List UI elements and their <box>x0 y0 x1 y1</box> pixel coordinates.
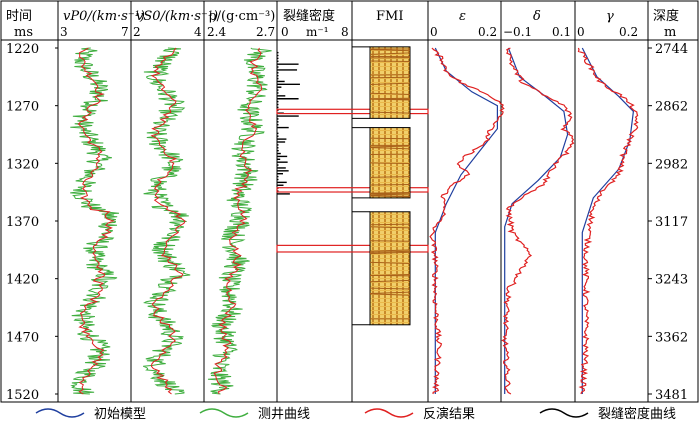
left-axis-title: 时间 <box>6 9 32 24</box>
fmi-fracture-trace <box>369 287 411 290</box>
figure-frame <box>0 0 699 403</box>
fmi-fracture-trace <box>369 52 411 55</box>
time-tick-label: 1270 <box>6 100 39 115</box>
legend-swatch-3 <box>539 408 589 418</box>
epsilon-initial-model-curve <box>434 47 498 394</box>
vp-min-label: 3 <box>60 25 68 39</box>
density-unit-label: m⁻¹ <box>306 25 329 39</box>
legend-swatch-0 <box>35 408 85 418</box>
depth-tick-label: 2744 <box>655 42 688 57</box>
fracture-zone-marker-1 <box>276 187 429 193</box>
density-track-header: 裂缝密度 <box>283 8 335 24</box>
epsilon-max-label: 0.2 <box>478 25 497 39</box>
time-tick-label: 1370 <box>6 215 39 230</box>
fmi-fracture-trace <box>369 279 411 283</box>
gamma-min-label: 0 <box>577 25 585 39</box>
fmi-fracture-trace <box>369 184 411 186</box>
fmi-image-0 <box>369 46 411 119</box>
left-axis-unit: ms <box>14 25 33 40</box>
fmi-fracture-trace <box>369 92 411 95</box>
vs-well-log-curve <box>143 47 191 395</box>
depth-tick-label: 3243 <box>655 273 688 288</box>
fmi-fracture-trace <box>369 251 411 255</box>
delta-initial-model-curve <box>504 47 569 394</box>
fmi-fracture-trace <box>369 249 411 252</box>
fmi-fracture-trace <box>369 162 411 165</box>
delta-inversion-curve <box>501 47 575 395</box>
vs-max-label: 4 <box>194 25 202 39</box>
depth-tick-label: 3362 <box>655 330 688 345</box>
legend-swatch-1 <box>199 408 249 418</box>
gamma-inversion-curve <box>577 47 639 395</box>
fmi-fracture-trace <box>369 145 411 148</box>
right-axis-title: 深度 <box>653 8 679 24</box>
legend-label-2: 反演结果 <box>423 406 475 421</box>
fmi-fracture-trace <box>369 147 411 150</box>
fracture-zone-marker-2 <box>276 244 429 253</box>
time-tick-label: 1420 <box>6 273 39 288</box>
rho-inversion-curve <box>213 47 263 395</box>
delta-track-header: δ <box>533 9 541 24</box>
depth-tick-label: 2982 <box>655 157 688 172</box>
fmi-fracture-trace <box>369 137 411 140</box>
fmi-fracture-trace <box>369 49 411 52</box>
depth-tick-label: 2862 <box>655 100 688 115</box>
plot-area: 1220 1270 1320 1370 1420 1470 1520 2744 2862 2982… <box>0 0 699 403</box>
rho-well-log-curve <box>207 47 272 395</box>
rho-min-label: 2.4 <box>207 25 226 39</box>
fracture-zone-marker-0 <box>276 108 429 115</box>
gamma-track-header: γ <box>606 9 614 24</box>
legend-label-0: 初始模型 <box>94 407 146 421</box>
vp-max-label: 7 <box>121 25 129 39</box>
rho-max-label: 2.7 <box>256 25 275 39</box>
legend: 初始模型 测井曲线 反演结果 裂缝密度曲线 <box>35 406 676 421</box>
depth-tick-label: 3117 <box>655 215 688 230</box>
fmi-image-2 <box>369 211 411 326</box>
depth-tick-label: 3481 <box>655 388 688 403</box>
vs-track-header: vS0/(km·s⁻¹) <box>136 9 218 24</box>
time-tick-label: 1520 <box>6 388 39 403</box>
vp-track-header: vP0/(km·s⁻¹) <box>63 9 145 24</box>
fmi-fracture-trace <box>369 240 411 242</box>
fmi-fracture-trace <box>369 274 411 277</box>
legend-label-1: 测井曲线 <box>258 407 310 421</box>
fmi-fracture-trace <box>369 176 411 178</box>
epsilon-track-header: ε <box>459 9 466 24</box>
rho-track-header: ρ/(g·cm⁻³) <box>209 9 275 24</box>
fmi-fracture-trace <box>369 291 411 295</box>
time-tick-label: 1470 <box>6 330 39 345</box>
fmi-fracture-trace <box>369 223 411 226</box>
vs-inversion-curve <box>150 47 186 395</box>
epsilon-min-label: 0 <box>430 25 438 39</box>
epsilon-inversion-curve <box>429 47 505 395</box>
right-axis-unit: m <box>664 25 676 40</box>
fmi-fracture-trace <box>369 226 411 229</box>
density-max-label: 8 <box>341 25 349 39</box>
density-min-label: 0 <box>281 25 289 39</box>
legend-swatch-2 <box>364 408 414 418</box>
fmi-fracture-trace <box>369 82 411 86</box>
fmi-fracture-trace <box>369 111 411 114</box>
time-tick-label: 1320 <box>6 157 39 172</box>
fmi-fracture-trace <box>369 250 411 253</box>
fmi-track-header: FMI <box>376 9 403 24</box>
legend-label-3: 裂缝密度曲线 <box>598 406 676 421</box>
vp-inversion-curve <box>77 47 115 395</box>
time-tick-label: 1220 <box>6 42 39 57</box>
fmi-fracture-trace <box>369 261 411 264</box>
delta-min-label: −0.1 <box>503 25 532 39</box>
fmi-fracture-trace <box>369 293 411 296</box>
vs-min-label: 2 <box>133 25 141 39</box>
delta-max-label: 0.1 <box>552 25 571 39</box>
fmi-fracture-trace <box>369 192 411 194</box>
gamma-max-label: 0.2 <box>619 25 638 39</box>
vp-well-log-curve <box>70 47 120 395</box>
